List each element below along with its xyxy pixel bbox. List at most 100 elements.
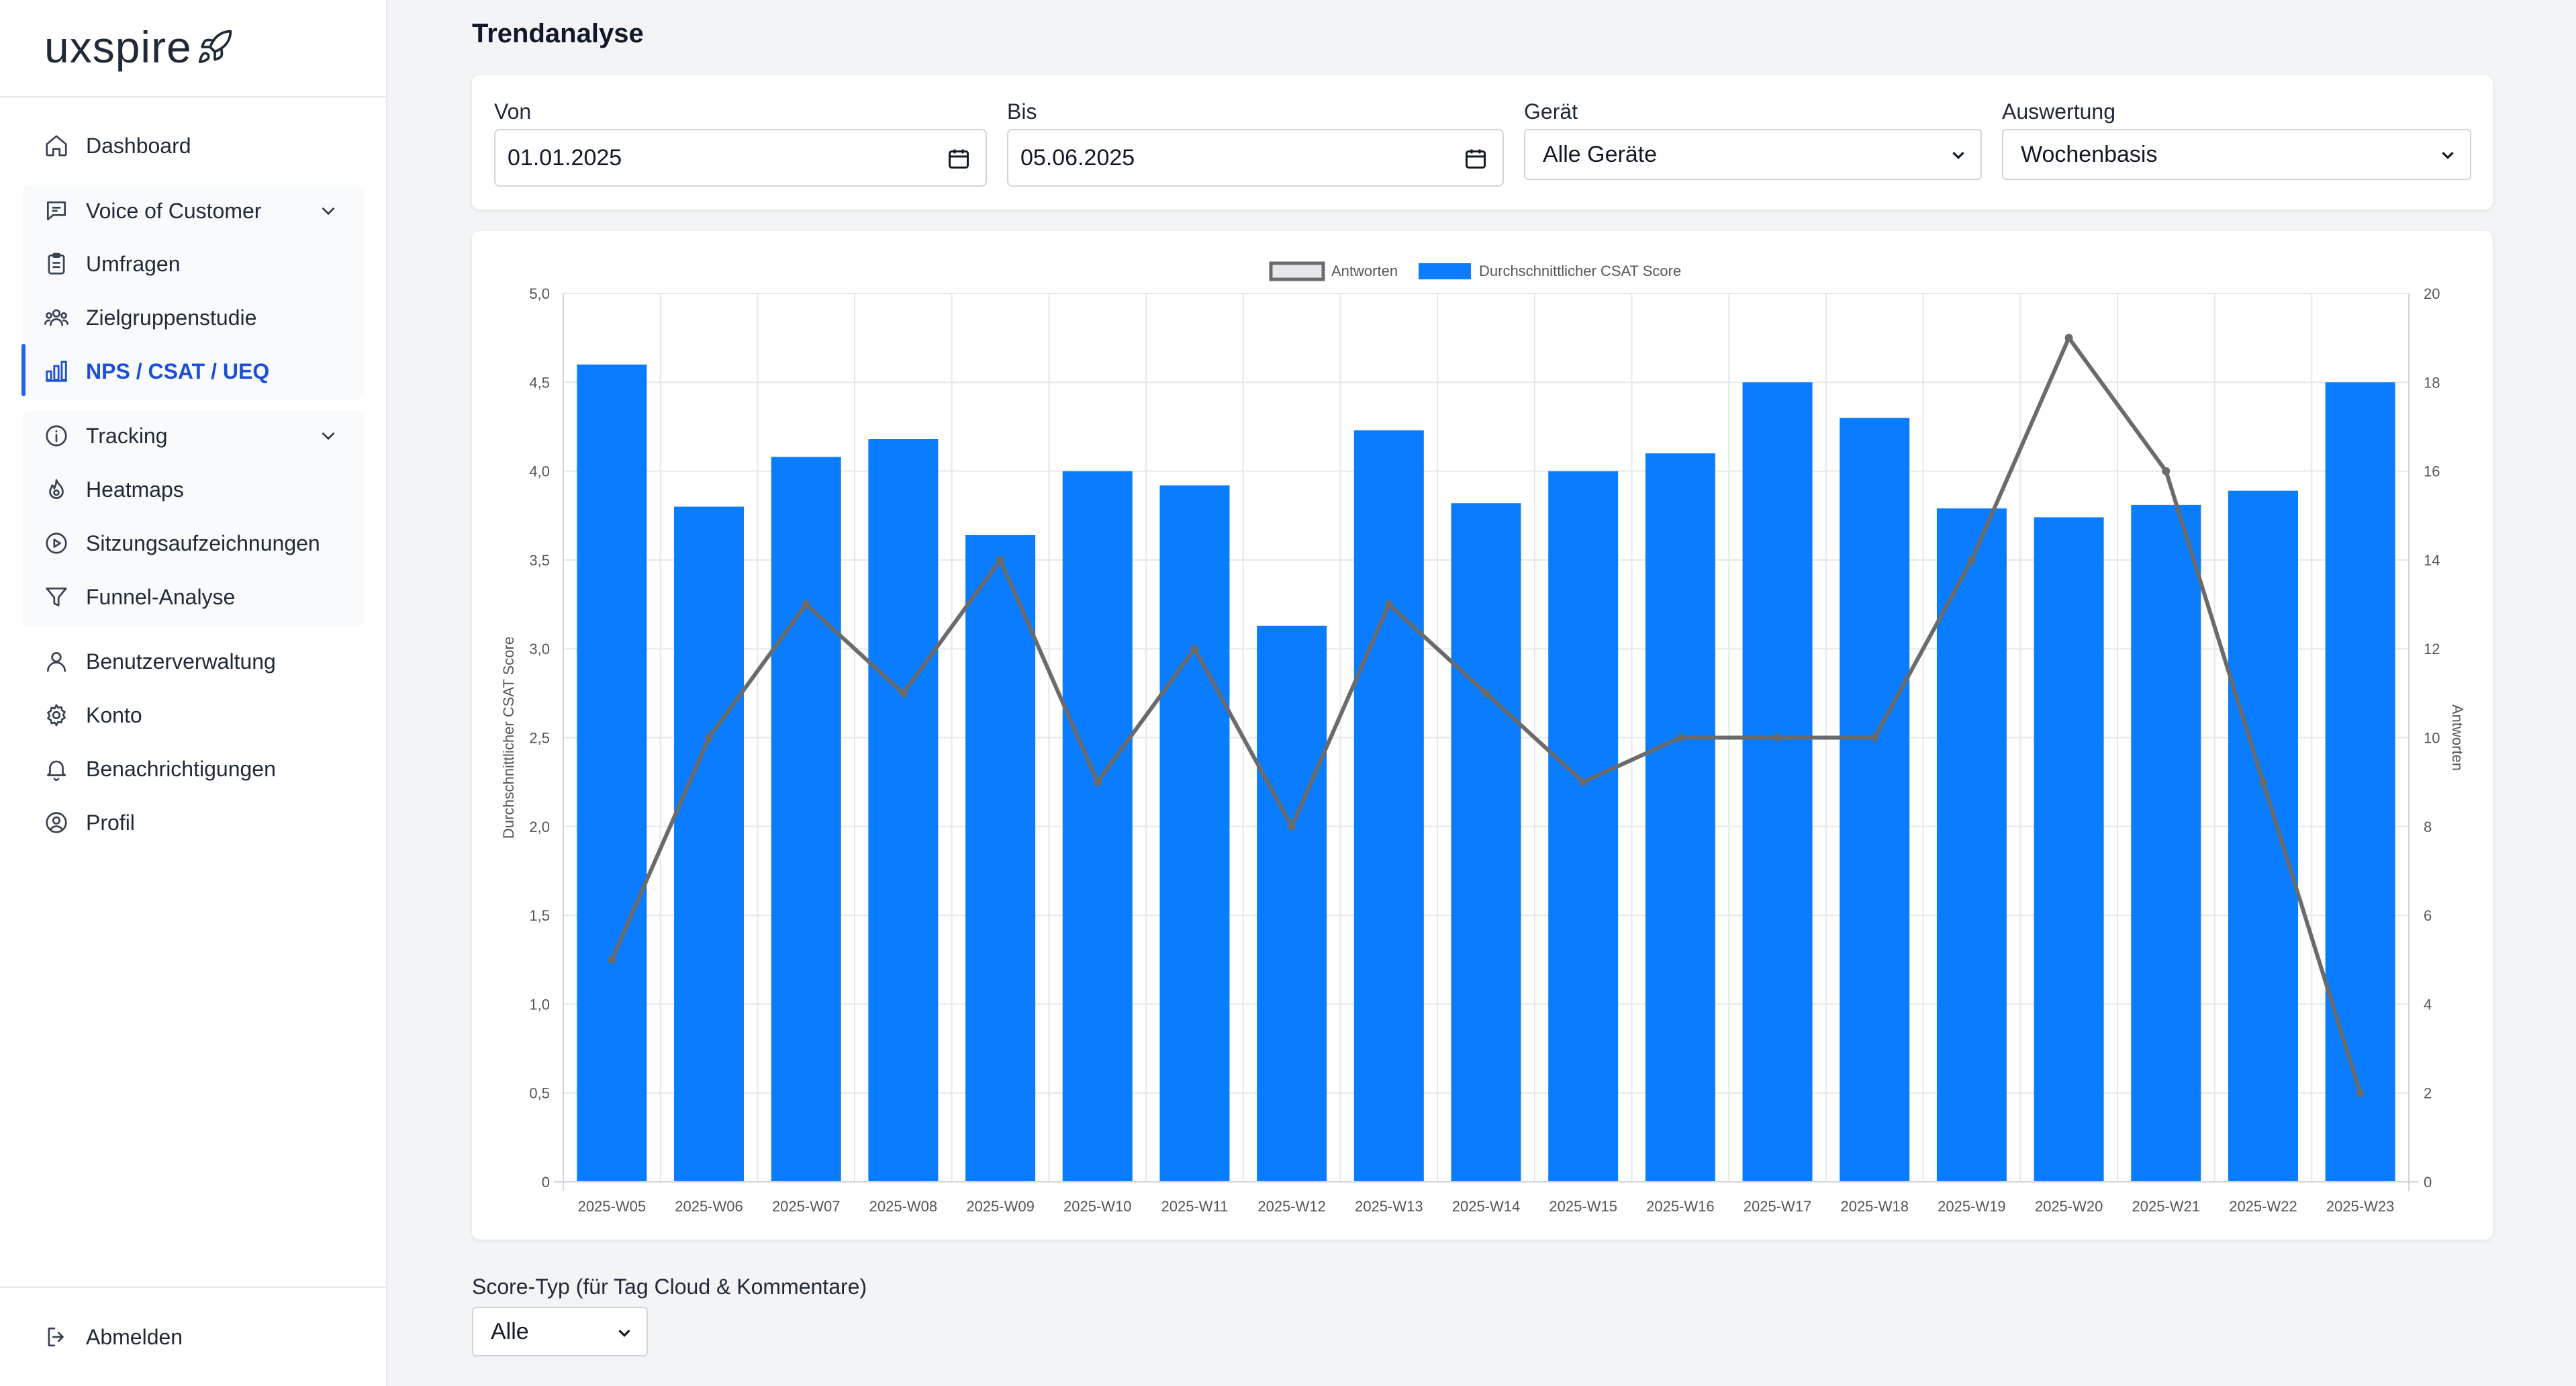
device-select[interactable]: Alle Geräte [1524, 129, 1982, 180]
bar[interactable] [965, 535, 1036, 1182]
sidebar-item-label: Sitzungsaufzeichnungen [86, 530, 320, 555]
y-tick-label: 3,0 [529, 641, 550, 657]
logo-text: uxspire [44, 22, 192, 72]
line-point[interactable] [899, 689, 908, 698]
y2-tick-label: 14 [2424, 552, 2440, 569]
chevron-down-icon[interactable] [317, 424, 340, 447]
y-tick-label: 2,0 [529, 819, 550, 835]
chevron-down-icon [618, 1330, 630, 1338]
x-tick-label: 2025-W11 [1161, 1198, 1229, 1215]
sidebar-item-dashboard[interactable]: Dashboard [23, 120, 364, 172]
bar[interactable] [1257, 625, 1327, 1182]
sidebar-item-voice-of-customer[interactable]: Voice of Customer [23, 185, 364, 237]
bar[interactable] [2228, 490, 2298, 1182]
calendar-icon[interactable] [947, 146, 971, 171]
bar[interactable] [1548, 471, 1619, 1182]
score-type-label: Score-Typ (für Tag Cloud & Kommentare) [472, 1275, 867, 1299]
bar[interactable] [1159, 485, 1230, 1182]
sidebar-item-konto[interactable]: Konto [23, 689, 364, 741]
bar[interactable] [2034, 517, 2104, 1182]
chart-card: 0 0,5 1,0 1,5 2,0 2,5 3,0 3,5 4,0 4,5 5,0 0 2 4 6 8 10 12… [472, 231, 2493, 1240]
bar[interactable] [1840, 418, 1910, 1182]
sidebar-item-zielgruppenstudie[interactable]: Zielgruppenstudie [23, 291, 364, 344]
x-tick-label: 2025-W22 [2229, 1198, 2297, 1215]
y-tick-label: 0 [542, 1174, 550, 1191]
line-point[interactable] [1967, 555, 1976, 564]
sidebar-item-label: Funnel-Analyse [86, 584, 236, 609]
sidebar-item-label: Heatmaps [86, 477, 184, 502]
line-point[interactable] [705, 733, 714, 742]
line-point[interactable] [1773, 733, 1782, 742]
line-point[interactable] [608, 956, 616, 964]
chevron-down-icon[interactable] [317, 199, 340, 222]
to-date-input[interactable]: 05.06.2025 [1007, 129, 1504, 187]
y2-tick-label: 0 [2424, 1174, 2432, 1191]
bar[interactable] [674, 506, 745, 1182]
sidebar-item-heatmaps[interactable]: Heatmaps [23, 463, 364, 516]
users-icon [43, 304, 70, 331]
from-date-input[interactable]: 01.01.2025 [494, 129, 987, 187]
sidebar-item-profil[interactable]: Profil [23, 796, 364, 849]
line-point[interactable] [802, 600, 810, 609]
play-circle-icon [43, 530, 70, 557]
x-tick-label: 2025-W15 [1549, 1198, 1617, 1215]
bar[interactable] [1742, 382, 1813, 1182]
line-point[interactable] [1482, 689, 1490, 698]
x-tick-label: 2025-W10 [1063, 1198, 1132, 1215]
legend-label-csat: Durchschnittlicher CSAT Score [1479, 263, 1681, 279]
bar[interactable] [2131, 504, 2201, 1182]
sidebar-item-tracking[interactable]: Tracking [23, 410, 364, 462]
line-series [608, 334, 2365, 1097]
line-point[interactable] [1288, 822, 1296, 831]
y-tick-label: 4,0 [529, 463, 550, 480]
evaluation-value: Wochenbasis [2021, 141, 2158, 167]
x-tick-label: 2025-W06 [675, 1198, 743, 1215]
line-point[interactable] [1384, 600, 1393, 609]
calendar-icon[interactable] [1464, 146, 1488, 171]
bell-icon [43, 755, 70, 782]
y2-tick-label: 2 [2424, 1085, 2432, 1102]
sidebar-item-umfragen[interactable]: Umfragen [23, 238, 364, 290]
chart-legend: Antworten Durchschnittlicher CSAT Score [1269, 261, 1681, 281]
chevron-down-icon [2442, 152, 2454, 160]
voice-of-customer-group [23, 185, 364, 400]
bar[interactable] [2325, 382, 2395, 1182]
sidebar-item-funnel-analyse[interactable]: Funnel-Analyse [23, 571, 364, 623]
evaluation-select[interactable]: Wochenbasis [2002, 129, 2471, 180]
line-point[interactable] [2258, 778, 2267, 786]
clipboard-icon [43, 250, 70, 277]
sidebar-item-sitzungsaufzeichnungen[interactable]: Sitzungsaufzeichnungen [23, 517, 364, 569]
sidebar-item-label: Tracking [86, 423, 168, 448]
line-point[interactable] [2356, 1089, 2365, 1097]
score-type-select[interactable]: Alle [472, 1307, 648, 1356]
from-date-value: 01.01.2025 [508, 144, 622, 171]
line-point[interactable] [1190, 645, 1199, 653]
y2-tick-label: 8 [2424, 819, 2432, 835]
bar[interactable] [1062, 471, 1133, 1182]
bar[interactable] [868, 438, 939, 1183]
line-point[interactable] [1870, 733, 1879, 742]
logo[interactable]: uxspire [44, 20, 234, 74]
bar[interactable] [1353, 430, 1424, 1183]
bar[interactable] [771, 457, 841, 1182]
bar[interactable] [1936, 508, 2007, 1182]
logout-button[interactable]: Abmelden [23, 1311, 364, 1363]
line-point[interactable] [996, 555, 1005, 564]
line-point[interactable] [2064, 334, 2073, 342]
y2-tick-label: 18 [2424, 374, 2440, 391]
bar[interactable] [1645, 453, 1715, 1182]
bar[interactable] [577, 364, 647, 1182]
sidebar-item-label: Voice of Customer [86, 198, 262, 223]
bar[interactable] [1451, 503, 1521, 1182]
sidebar-item-benutzerverwaltung[interactable]: Benutzerverwaltung [23, 635, 364, 688]
trend-chart: 0 0,5 1,0 1,5 2,0 2,5 3,0 3,5 4,0 4,5 5,0 0 2 4 6 8 10 12… [500, 261, 2466, 1215]
to-date-label: Bis [1007, 99, 1037, 124]
y2-tick-label: 10 [2424, 730, 2440, 747]
line-point[interactable] [2162, 467, 2170, 475]
line-point[interactable] [1579, 778, 1588, 786]
line-point[interactable] [1676, 733, 1684, 742]
line-point[interactable] [1093, 778, 1102, 786]
to-date-value: 05.06.2025 [1020, 144, 1135, 171]
sidebar-item-benachrichtigungen[interactable]: Benachrichtigungen [23, 743, 364, 795]
sidebar-item-nps-csat-ueq[interactable]: NPS / CSAT / UEQ [23, 345, 364, 398]
